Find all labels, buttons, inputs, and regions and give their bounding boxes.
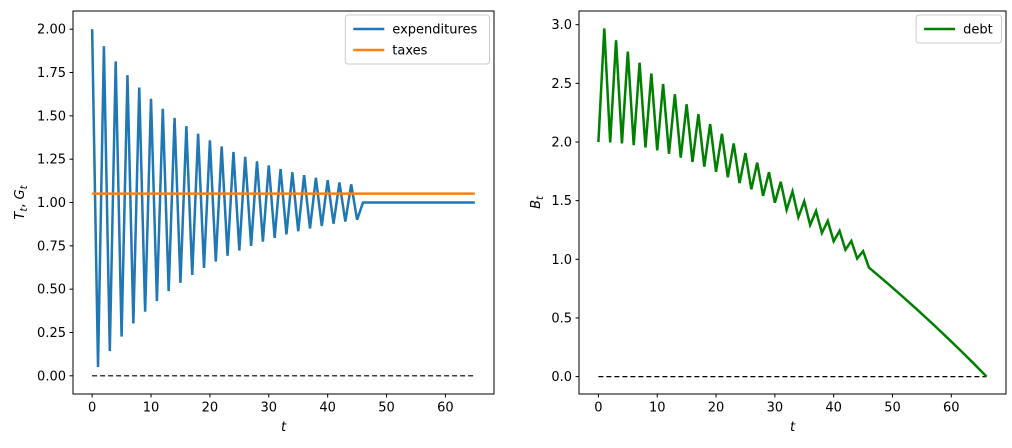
x-tick-label: 60 xyxy=(437,401,454,416)
y-tick-label: 1.25 xyxy=(37,153,66,168)
plot-spines xyxy=(578,10,1007,395)
y-tick-label: 1.75 xyxy=(37,66,66,81)
y-tick-label: 1.0 xyxy=(551,253,572,268)
x-tick-label: 10 xyxy=(649,401,666,416)
y-axis-label: Tt, Gt xyxy=(13,184,30,219)
x-tick-label: 20 xyxy=(202,401,219,416)
x-axis-label: t xyxy=(790,420,796,435)
series-line-expenditures xyxy=(90,29,475,368)
x-tick-label: 10 xyxy=(143,401,160,416)
y-tick-label: 1.50 xyxy=(37,109,66,124)
legend-label: taxes xyxy=(392,44,427,59)
x-axis-label: t xyxy=(281,420,287,435)
y-tick-label: 1.00 xyxy=(37,196,66,211)
x-tick-label: 50 xyxy=(884,401,901,416)
y-tick-label: 0.0 xyxy=(551,370,572,385)
y-tick-label: 0.25 xyxy=(37,326,66,341)
y-tick-label: 1.5 xyxy=(551,194,572,209)
x-tick-label: 60 xyxy=(943,401,960,416)
legend-box xyxy=(344,14,490,65)
x-tick-label: 20 xyxy=(708,401,725,416)
legend-label: expenditures xyxy=(392,23,477,38)
y-tick-label: 2.00 xyxy=(37,23,66,38)
y-axis-label: Bt xyxy=(529,195,546,209)
x-tick-label: 30 xyxy=(261,401,278,416)
y-tick-label: 0.75 xyxy=(37,239,66,254)
y-tick-label: 0.50 xyxy=(37,283,66,298)
legend-label: debt xyxy=(963,23,993,38)
y-tick-label: 0.00 xyxy=(37,369,66,384)
y-tick-label: 3.0 xyxy=(551,18,572,33)
x-tick-label: 40 xyxy=(825,401,842,416)
y-tick-label: 0.5 xyxy=(551,311,572,326)
y-tick-label: 2.0 xyxy=(551,135,572,150)
axes-left: 0 10 20 30 40 50 60 0.00 0.25 0.50 0.75 1.00 1.25 1.5… xyxy=(13,10,495,435)
x-tick-label: 0 xyxy=(88,401,96,416)
y-tick-label: 2.5 xyxy=(551,77,572,92)
x-tick-label: 0 xyxy=(594,401,602,416)
legend-box xyxy=(915,14,1002,44)
x-tick-label: 40 xyxy=(319,401,336,416)
series-line-debt xyxy=(597,28,988,378)
axes-right: 0 10 20 30 40 50 60 0.0 0.5 1.0 1.5 2.0 2.5 3.0 t Bt deb… xyxy=(529,10,1007,435)
x-tick-label: 30 xyxy=(767,401,784,416)
x-tick-label: 50 xyxy=(378,401,395,416)
